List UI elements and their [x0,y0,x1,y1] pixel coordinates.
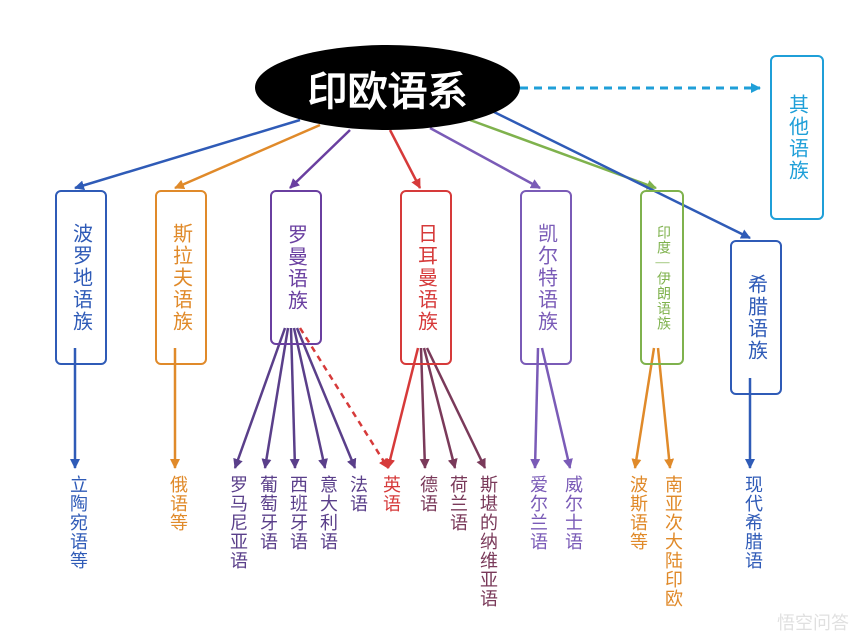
watermark: 悟空问答 [777,609,849,635]
arrow [390,130,420,188]
family-label: 印度—伊朗语族 [652,225,672,331]
family-box-slavic: 斯拉夫语族 [155,190,207,365]
language-label: 立陶宛语等 [65,475,91,570]
language-label: 波斯语等 [625,475,651,551]
family-label: 罗曼语族 [282,224,311,312]
family-box-celtic: 凯尔特语族 [520,190,572,365]
arrow [535,348,538,468]
family-label: 斯拉夫语族 [167,223,196,333]
language-label: 南亚次大陆印欧 [660,475,686,608]
language-label: 意大利语 [315,475,341,551]
language-label: 威尔士语 [560,475,586,551]
arrow [542,348,570,468]
other-family-label: 其他语族 [783,94,812,182]
language-label: 葡萄牙语 [255,475,281,551]
language-label: 罗马尼亚语 [225,475,251,570]
arrow [424,348,455,468]
language-label: 俄语等 [165,475,191,532]
other-family-box: 其他语族 [770,55,824,220]
language-label: 爱尔兰语 [525,475,551,551]
family-box-indoiran: 印度—伊朗语族 [640,190,684,365]
family-box-hellenic: 希腊语族 [730,240,782,395]
language-label: 斯堪的纳维亚语 [475,475,501,608]
arrow [294,328,325,468]
family-label: 凯尔特语族 [532,223,561,333]
arrow [290,130,350,188]
arrow [635,348,654,468]
root-node: 印欧语系 [255,45,520,130]
arrow [430,128,540,188]
arrow [75,120,300,188]
family-box-germanic: 日耳曼语族 [400,190,452,365]
language-label: 西班牙语 [285,475,311,551]
language-label: 法语 [345,475,371,513]
language-label: 荷兰语 [445,475,471,532]
language-label: 英语 [378,475,404,513]
arrow [291,328,295,468]
family-label: 日耳曼语族 [412,223,441,333]
family-box-romance: 罗曼语族 [270,190,322,345]
arrow [427,348,485,468]
arrow [388,348,418,468]
family-box-baltic: 波罗地语族 [55,190,107,365]
root-label: 印欧语系 [308,59,468,117]
arrow [658,348,670,468]
arrow [297,328,355,468]
arrow [300,328,388,468]
language-label: 德语 [415,475,441,513]
family-label: 希腊语族 [742,274,771,362]
language-label: 现代希腊语 [740,475,766,570]
family-label: 波罗地语族 [67,223,96,333]
arrow [421,348,425,468]
